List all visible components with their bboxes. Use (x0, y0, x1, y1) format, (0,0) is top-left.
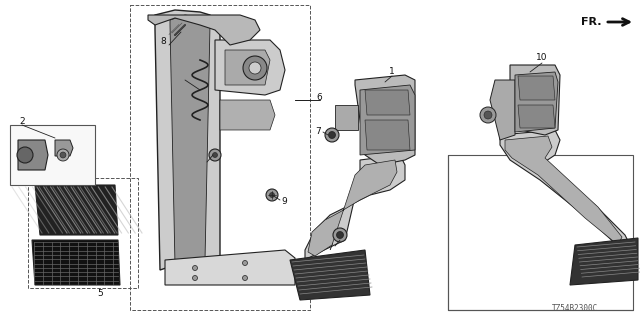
Text: 11: 11 (57, 138, 67, 147)
Text: TZ54B2300C: TZ54B2300C (552, 304, 598, 313)
Circle shape (193, 276, 198, 281)
Polygon shape (510, 65, 560, 135)
Polygon shape (335, 105, 358, 130)
Polygon shape (365, 120, 410, 150)
Circle shape (60, 152, 66, 158)
Polygon shape (170, 15, 210, 265)
Polygon shape (35, 185, 118, 235)
Polygon shape (515, 72, 558, 132)
Text: 2: 2 (19, 117, 25, 126)
Circle shape (484, 111, 492, 119)
Bar (10, 125, 95, 185)
Polygon shape (18, 140, 48, 170)
Text: 7: 7 (315, 127, 321, 137)
Circle shape (328, 132, 335, 139)
Text: 7: 7 (327, 244, 333, 252)
Circle shape (337, 231, 344, 238)
Polygon shape (355, 75, 415, 165)
Circle shape (212, 153, 218, 157)
Polygon shape (518, 105, 555, 128)
Polygon shape (500, 130, 630, 248)
Circle shape (243, 260, 248, 266)
Circle shape (269, 193, 275, 197)
Circle shape (325, 128, 339, 142)
Circle shape (480, 107, 496, 123)
Polygon shape (360, 85, 415, 155)
Text: 8: 8 (160, 37, 166, 46)
Polygon shape (55, 140, 73, 156)
Text: 4: 4 (174, 74, 180, 83)
Circle shape (243, 276, 248, 281)
Polygon shape (225, 50, 270, 85)
Circle shape (333, 228, 347, 242)
Text: 1: 1 (389, 68, 395, 76)
Polygon shape (165, 250, 295, 285)
Polygon shape (290, 250, 370, 300)
Text: 6: 6 (316, 92, 322, 101)
Text: FR.: FR. (580, 17, 601, 27)
Polygon shape (148, 15, 260, 45)
Polygon shape (570, 238, 638, 285)
Circle shape (249, 62, 261, 74)
Text: 10: 10 (536, 53, 548, 62)
Text: 3: 3 (197, 157, 203, 166)
Polygon shape (32, 240, 120, 285)
Polygon shape (365, 90, 410, 115)
Polygon shape (215, 40, 285, 95)
Text: 12: 12 (42, 188, 53, 196)
Polygon shape (220, 100, 275, 130)
Polygon shape (518, 76, 555, 100)
Polygon shape (308, 160, 397, 256)
Bar (28, 178, 138, 288)
Bar (130, 5, 310, 310)
Circle shape (209, 149, 221, 161)
Polygon shape (505, 136, 622, 245)
Circle shape (17, 147, 33, 163)
Text: 11: 11 (57, 161, 67, 170)
Polygon shape (305, 155, 405, 260)
Polygon shape (155, 10, 220, 280)
Circle shape (193, 266, 198, 270)
Circle shape (243, 56, 267, 80)
Circle shape (57, 149, 69, 161)
Text: 9: 9 (281, 197, 287, 206)
Bar (448, 155, 633, 310)
Text: 5: 5 (97, 289, 103, 298)
Polygon shape (490, 80, 515, 140)
Circle shape (266, 189, 278, 201)
